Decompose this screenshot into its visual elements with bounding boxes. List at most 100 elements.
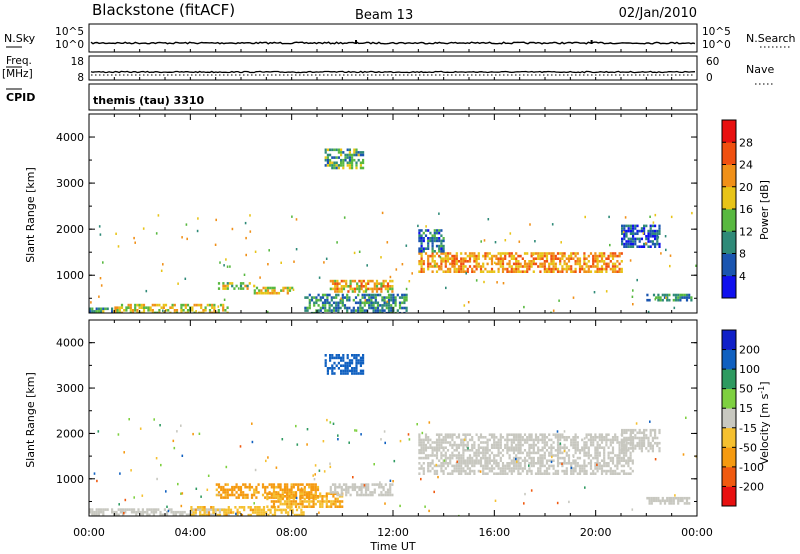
data-cell [679, 499, 682, 503]
data-cell [537, 462, 540, 465]
data-cell [581, 267, 584, 271]
data-cell [308, 301, 311, 305]
data-cell [605, 267, 608, 271]
data-cell [340, 151, 343, 154]
data-cell [587, 454, 590, 457]
data-cell [512, 462, 516, 465]
data-cell [273, 289, 276, 292]
data-cell [541, 262, 544, 266]
data-cell [422, 472, 425, 475]
data-cell [351, 354, 354, 357]
data-cell [543, 270, 546, 273]
data-cell [370, 301, 373, 305]
data-cell [464, 438, 467, 442]
data-cell [512, 464, 516, 468]
data-cell [466, 459, 469, 462]
data-cell [652, 496, 656, 500]
data-cell [193, 311, 196, 313]
data-cell [389, 485, 392, 489]
data-cell [611, 441, 615, 444]
data-cell [329, 354, 332, 357]
data-cell [141, 494, 144, 497]
data-cell [572, 257, 575, 260]
data-cell [688, 502, 691, 505]
data-cell [346, 161, 349, 165]
data-cell [262, 511, 266, 514]
data-cell [398, 306, 402, 310]
data-cell [351, 488, 354, 492]
data-cell [605, 441, 608, 444]
data-cell [484, 254, 487, 258]
data-cell [440, 433, 443, 436]
data-cell [391, 290, 394, 293]
data-cell [383, 296, 386, 299]
data-cell [371, 279, 374, 283]
data-cell [587, 462, 590, 465]
data-cell [435, 231, 439, 235]
data-cell [512, 254, 516, 258]
data-cell [140, 303, 143, 307]
data-cell [331, 372, 334, 375]
data-cell [422, 467, 425, 470]
data-cell [446, 436, 450, 439]
data-cell [658, 224, 661, 228]
data-cell [405, 298, 408, 302]
data-cell [288, 502, 291, 506]
data-cell [530, 489, 533, 492]
data-cell [342, 483, 346, 486]
data-cell [351, 483, 354, 486]
data-cell [384, 287, 387, 291]
data-cell [460, 265, 463, 268]
data-cell [354, 429, 356, 432]
data-cell [122, 508, 125, 511]
data-cell [523, 449, 527, 452]
data-cell [278, 508, 281, 512]
data-cell [420, 443, 423, 447]
data-cell [484, 464, 487, 468]
data-cell [541, 265, 544, 268]
data-cell [493, 459, 496, 462]
time-tick-label: 16:00 [478, 526, 510, 539]
data-cell [246, 493, 249, 497]
data-cell [334, 497, 337, 501]
data-cell [523, 270, 527, 273]
data-cell [372, 293, 375, 297]
data-cell [93, 510, 96, 514]
data-cell [585, 441, 588, 444]
data-cell [490, 467, 494, 470]
data-cell [349, 282, 352, 285]
data-cell [318, 469, 321, 472]
data-cell [279, 495, 282, 498]
data-cell [261, 493, 265, 497]
data-cell [435, 463, 438, 467]
data-cell [362, 158, 365, 162]
data-cell [258, 511, 261, 514]
data-cell [123, 512, 125, 515]
data-cell [418, 438, 421, 442]
data-cell [651, 229, 654, 233]
data-cell [464, 260, 467, 263]
data-cell [391, 483, 394, 486]
data-cell [431, 449, 434, 452]
data-cell [594, 454, 597, 457]
data-cell [517, 438, 520, 442]
data-cell [246, 496, 249, 499]
data-cell [440, 441, 443, 444]
data-cell [681, 499, 684, 503]
data-cell [462, 456, 465, 460]
data-cell [239, 287, 243, 290]
data-cell [303, 493, 306, 497]
data-cell [226, 306, 229, 309]
data-cell [243, 508, 246, 512]
data-cell [550, 257, 553, 260]
data-cell [515, 446, 518, 449]
data-cell [627, 472, 630, 475]
data-cell [490, 464, 494, 468]
data-cell [367, 287, 370, 291]
data-cell [656, 240, 659, 243]
data-cell [398, 304, 402, 307]
data-cell [452, 264, 454, 267]
data-cell [475, 265, 478, 268]
data-cell [300, 508, 303, 512]
data-cell [622, 441, 626, 444]
